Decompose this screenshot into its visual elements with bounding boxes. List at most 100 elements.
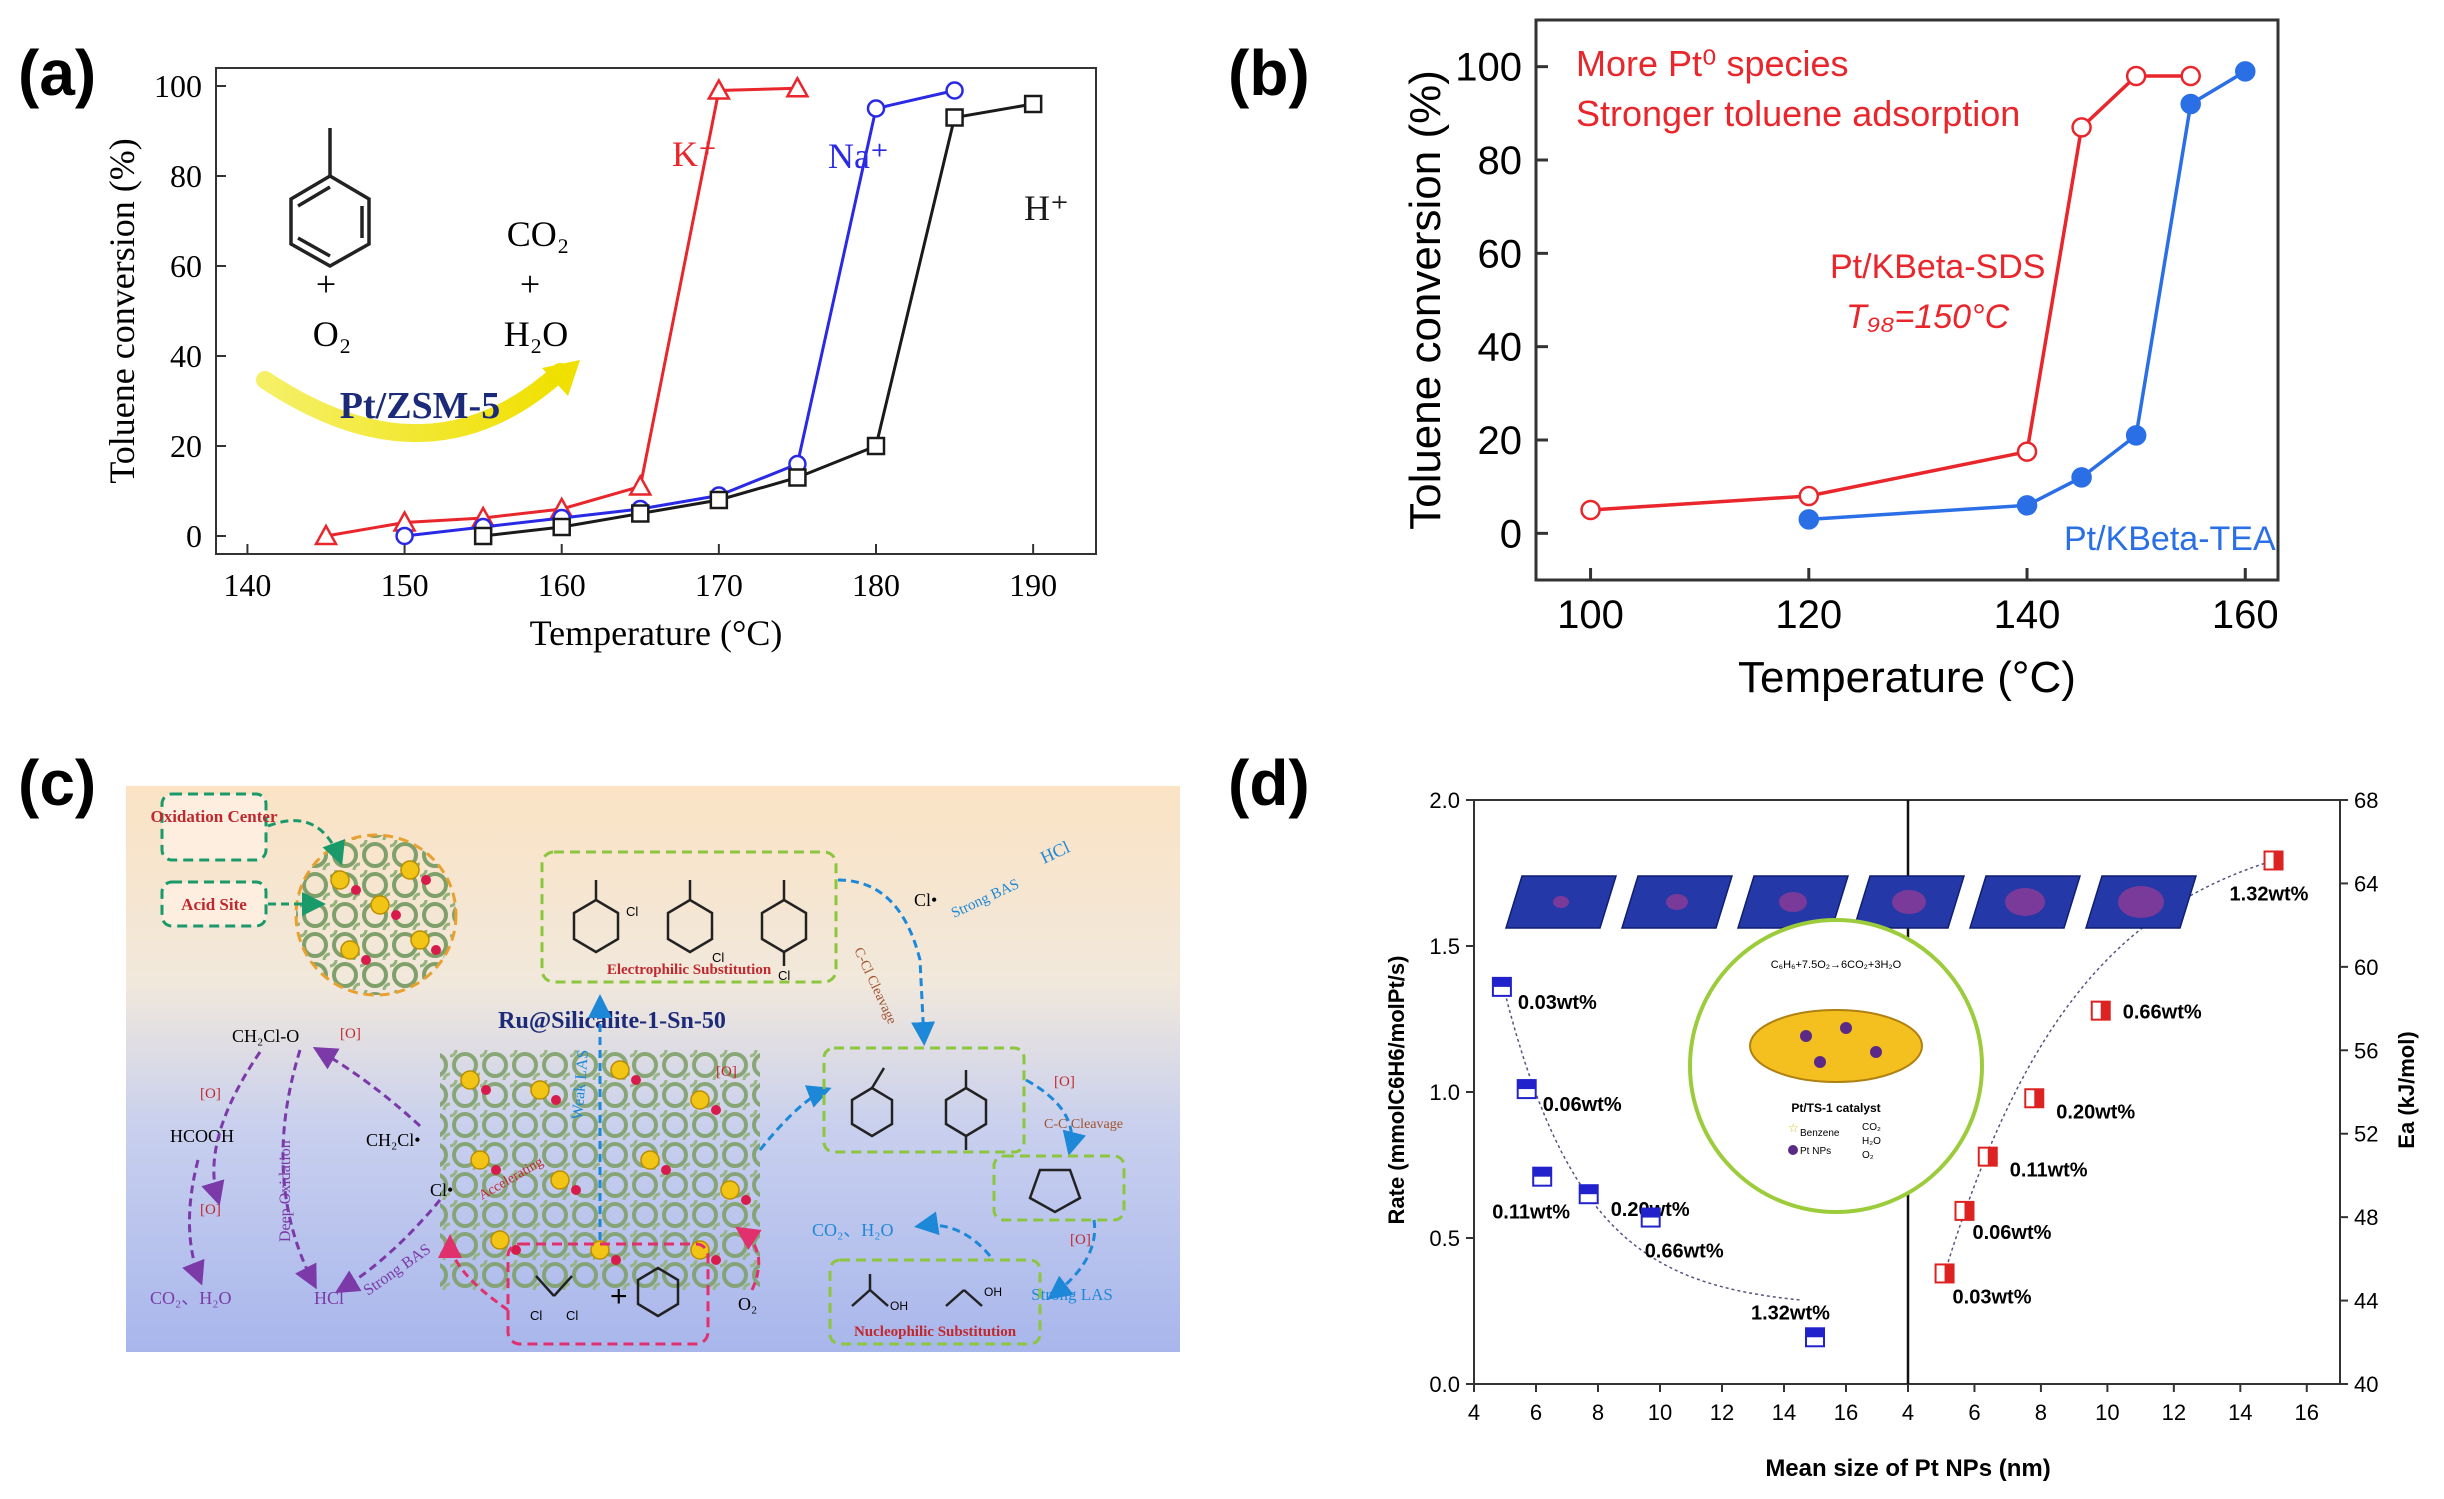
ru-site-dot (611, 1255, 621, 1265)
arrow-strong-las (1047, 1219, 1097, 1300)
o-label-4: [O] (716, 1064, 737, 1080)
ru-site-dot (631, 1075, 641, 1085)
sn-site-dot (720, 1180, 740, 1200)
cl-label-2: Cl (712, 950, 724, 965)
product-molecules (850, 1067, 988, 1150)
arrow-ch2clo-hcooh (201, 1051, 262, 1206)
chart-d-ytick-label-right: 40 (2354, 1372, 2378, 1397)
chart-d-xtick-label-right: 16 (2295, 1400, 2319, 1425)
sn-site-dot (610, 1060, 630, 1080)
arrow-o2-in (735, 1226, 762, 1291)
chart-a-xtick-label: 140 (223, 567, 271, 603)
chart-d-ytick-label-right: 64 (2354, 871, 2378, 896)
chart-a-series-line (325, 86, 798, 538)
chart-b-xtick-label: 160 (2212, 593, 2279, 637)
chart-d-label-right: 0.11wt% (2010, 1160, 2088, 1182)
chart-a-ytick-label: 80 (170, 158, 202, 194)
o-label-1: [O] (200, 1086, 221, 1102)
chart-d-xtick-label-left: 8 (1592, 1400, 1604, 1425)
arrow-ch2cl-ch2clo (312, 1047, 422, 1128)
chart-d-ytick-label-right: 60 (2354, 955, 2378, 980)
chart-d: 4 6 8 10 12 14 16 4 6 8 10 12 14 160.00.51.01.52.0404… (1384, 788, 2419, 1482)
inset-legend-ptnps: Pt NPs (1800, 1146, 1831, 1157)
arrow-deep-oxidation (281, 1049, 317, 1290)
chart-d-xtick-label-left: 12 (1710, 1400, 1734, 1425)
electrophilic-box (540, 850, 838, 984)
chart-b-point (2016, 441, 2038, 462)
arrow-to-products (758, 1085, 832, 1151)
chart-d-ytick-label-left: 2.0 (1429, 788, 1460, 813)
chart-d-xtick-label-left: 6 (1530, 1400, 1542, 1425)
co2-h2o-right: CO₂、H₂O (812, 1220, 894, 1240)
ru-site-dot (711, 1105, 721, 1115)
panel-d-letter: (d) (1228, 747, 1310, 819)
weak-las-label: Weak LAS (569, 1049, 592, 1120)
chart-a-label-na: Na⁺ (828, 136, 889, 176)
oh-label-2: OH (984, 1285, 1002, 1299)
chlorotoluene-molecules (572, 880, 808, 966)
chart-b-point (1580, 499, 1601, 521)
ru-site-dot (741, 1195, 751, 1205)
pt-particle (1779, 892, 1807, 912)
chart-d-ylabel-left: Rate (mmolC6H6/molPt/s) (1384, 956, 1409, 1225)
chart-d-ytick-label-left: 1.0 (1429, 1080, 1460, 1105)
chart-d-xtick-label-right: 6 (1968, 1400, 1980, 1425)
sn-site-dot (490, 1230, 510, 1250)
reaction-arrow-icon (256, 363, 569, 443)
chart-b-point (2071, 117, 2092, 138)
sn-site-dot (690, 1090, 710, 1110)
oxidation-center-label: Oxidation Center (150, 807, 277, 826)
chart-a-ytick-label: 40 (170, 338, 202, 374)
chart-a-point (1023, 94, 1043, 114)
chart-d-label-right: 0.20wt% (2056, 1101, 2135, 1123)
cl-label-4: Cl (530, 1308, 542, 1323)
chart-d-fit-right (1943, 859, 2274, 1274)
pt-particle (1666, 894, 1688, 910)
o-label-6: [O] (1070, 1232, 1091, 1248)
chart-d-point-right-fill (1964, 1201, 1974, 1220)
acid-molecules (851, 1274, 983, 1307)
chart-b-series-line (1808, 69, 2247, 522)
chart-a-label-h: H⁺ (1024, 188, 1069, 228)
chart-a-xtick-label: 180 (852, 567, 900, 603)
reactants-box (506, 1242, 710, 1346)
chart-a-point (788, 468, 807, 487)
ch2clo-label: CH₂Cl-O (232, 1026, 299, 1046)
zeolite-zoom-circle (294, 833, 458, 997)
chart-a-co2: CO₂ (507, 214, 570, 254)
chart-d-ytick-label-left: 0.0 (1429, 1372, 1460, 1397)
sn-site-dot (400, 860, 420, 880)
chart-a-xtick-label: 190 (1009, 567, 1057, 603)
ru-site-dot (661, 1165, 671, 1175)
chart-d-point-right-fill (1944, 1264, 1954, 1283)
ru-site-dot (551, 1095, 561, 1105)
chart-b-point (1798, 485, 1820, 507)
inset-legend-benzene: Benzene (1800, 1128, 1840, 1139)
oxidation-center-pointer (267, 819, 345, 866)
arrow-cl-hcl (334, 1199, 442, 1294)
chart-b-point (2180, 65, 2201, 87)
chart-d-xtick-label-left: 4 (1468, 1400, 1480, 1425)
chart-a-point (313, 523, 339, 546)
chart-b-xtick-label: 120 (1775, 593, 1842, 637)
chart-d-point-right-fill (1987, 1147, 1997, 1166)
cl-label-1: Cl (626, 904, 638, 919)
pt-particle (1553, 896, 1569, 908)
chart-b-sds-label: Pt/KBeta-SDS (1830, 248, 2045, 286)
chart-d-xtick-label-right: 12 (2162, 1400, 2186, 1425)
pt-particle (2118, 886, 2164, 918)
oxidation-center-box (160, 792, 268, 862)
chart-d-xtick-label-left: 10 (1648, 1400, 1672, 1425)
chart-a-series-line (482, 102, 1034, 538)
arrow-ccl-cleavage (837, 878, 936, 1046)
chart-d-ytick-label-left: 0.5 (1429, 1226, 1460, 1251)
chart-b-xlabel: Temperature (°C) (1738, 653, 2076, 702)
o-label-5: [O] (1054, 1074, 1075, 1090)
reactants-plus: + (610, 1280, 628, 1313)
chart-b-ylabel: Toluene conversion (%) (1401, 70, 1450, 530)
sn-site-dot (410, 930, 430, 950)
chart-a-xtick-label: 160 (538, 567, 586, 603)
ru-site-dot (571, 1185, 581, 1195)
chart-a-ytick-label: 60 (170, 248, 202, 284)
ru-site-dot (351, 885, 361, 895)
